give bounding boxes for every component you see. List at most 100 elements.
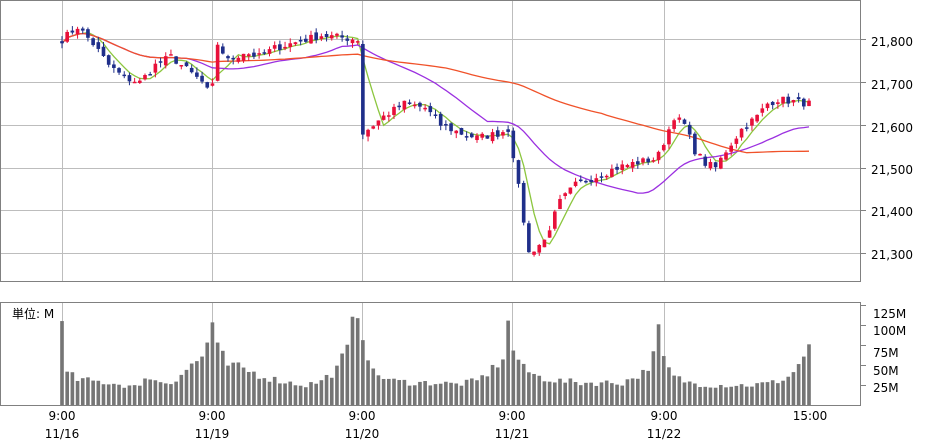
- volume-bar: [345, 344, 350, 405]
- candle-body: [490, 132, 495, 142]
- volume-bar: [215, 342, 220, 405]
- candle-body: [750, 118, 754, 126]
- candle-body: [267, 49, 272, 54]
- candle-body: [143, 74, 147, 80]
- candle-body: [402, 100, 407, 110]
- volume-bar: [501, 359, 505, 405]
- volume-bar: [532, 373, 536, 405]
- candle-body: [724, 152, 728, 160]
- x-tick-date: 11/21: [495, 427, 530, 441]
- volume-bar: [293, 385, 298, 405]
- candle-body: [687, 124, 692, 135]
- volume-bar: [568, 378, 573, 405]
- candle-body: [630, 161, 635, 168]
- volume-bar: [241, 367, 246, 405]
- volume-bar: [744, 386, 749, 405]
- candle-body: [610, 168, 614, 177]
- volume-bar: [599, 382, 604, 405]
- candle-body: [464, 136, 469, 138]
- volume-bar: [158, 382, 163, 405]
- volume-bar: [246, 371, 251, 405]
- candle-body: [547, 230, 552, 238]
- volume-bar: [511, 350, 516, 405]
- candle-body: [205, 82, 210, 88]
- candle-body: [91, 38, 95, 46]
- candle-body: [283, 46, 287, 49]
- volume-bar: [179, 374, 184, 405]
- candle-body: [682, 119, 687, 124]
- candle-body: [469, 133, 474, 138]
- candle-body: [672, 120, 676, 129]
- volume-bar: [386, 378, 391, 405]
- volume-bar: [459, 385, 464, 405]
- volume-bar: [610, 383, 614, 405]
- volume-bar: [433, 384, 438, 405]
- candle-body: [423, 107, 427, 110]
- volume-bar: [122, 387, 127, 405]
- candle-body: [703, 156, 708, 166]
- candle-body: [770, 101, 775, 106]
- volume-bar: [163, 383, 168, 405]
- volume-bar: [220, 350, 225, 405]
- candle-body: [480, 133, 485, 138]
- volume-bar: [537, 375, 542, 405]
- candle-body: [179, 65, 184, 67]
- candle-body: [418, 102, 422, 107]
- candle-body: [355, 41, 360, 43]
- candle-body: [158, 61, 163, 63]
- volume-bar: [210, 322, 215, 405]
- candle-body: [324, 34, 329, 38]
- volume-bar: [132, 385, 137, 405]
- candle-body: [729, 145, 734, 152]
- price-tick-label: 21,300: [871, 248, 913, 262]
- volume-bar: [786, 376, 791, 405]
- volume-bar: [693, 383, 697, 405]
- candle-body: [744, 127, 749, 129]
- volume-tick-label: 125M: [873, 307, 906, 321]
- volume-bar: [656, 324, 661, 405]
- volume-bar: [412, 385, 417, 405]
- candle-body: [661, 145, 666, 151]
- volume-bar: [153, 380, 158, 405]
- candle-body: [776, 102, 780, 104]
- volume-bar: [298, 385, 303, 405]
- candle-body: [796, 97, 801, 100]
- volume-bar: [687, 381, 692, 405]
- volume-bar: [495, 367, 500, 405]
- volume-bar: [278, 383, 282, 405]
- candle-body: [309, 34, 313, 44]
- volume-bar: [288, 381, 293, 405]
- volume-bar: [91, 380, 95, 405]
- volume-bar: [309, 382, 313, 405]
- volume-bar: [677, 376, 682, 405]
- candle-body: [573, 181, 578, 187]
- candle-body: [651, 160, 656, 162]
- volume-bar: [454, 383, 459, 405]
- price-tick-label: 21,600: [871, 121, 913, 135]
- candle-body: [153, 63, 158, 73]
- volume-bar: [604, 380, 609, 405]
- volume-tick-label: 100M: [873, 324, 906, 338]
- candle-body: [262, 52, 267, 54]
- candle-body: [345, 38, 350, 41]
- volume-bar: [335, 365, 339, 405]
- candle-body: [75, 28, 80, 35]
- volume-bar: [734, 385, 739, 405]
- volume-bar: [428, 385, 433, 405]
- candle-body: [340, 35, 344, 38]
- volume-bar: [527, 372, 531, 405]
- volume-y-axis: 125M 100M 75M 50M 25M: [873, 307, 906, 395]
- volume-bar: [195, 361, 199, 405]
- candle-body: [272, 45, 277, 49]
- volume-bar: [189, 363, 194, 405]
- volume-bar: [589, 382, 593, 405]
- candle-body: [184, 62, 189, 67]
- volume-bar: [807, 344, 811, 405]
- volume-bars: [60, 316, 811, 405]
- candle-body: [392, 106, 396, 115]
- candle-body: [319, 36, 324, 39]
- candle-body: [288, 43, 293, 47]
- candle-body: [65, 31, 70, 42]
- candle-body: [278, 44, 282, 50]
